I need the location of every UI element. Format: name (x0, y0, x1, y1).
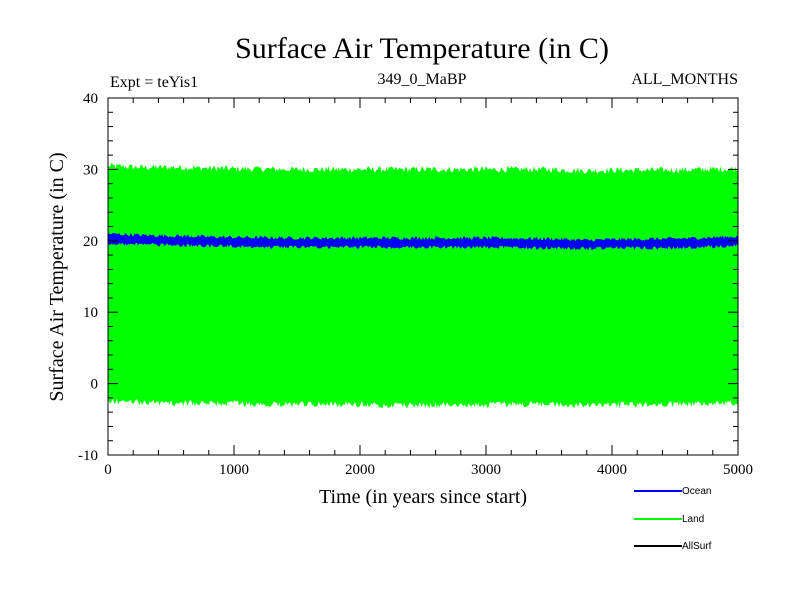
y-tick-label: -10 (78, 448, 98, 464)
period-label: 349_0_MaBP (378, 71, 467, 88)
x-tick-label: 3000 (471, 462, 501, 478)
y-tick-label: 40 (83, 91, 98, 107)
y-tick-label: 20 (83, 234, 98, 250)
chart-title: Surface Air Temperature (in C) (235, 32, 609, 65)
plot-frame (107, 97, 739, 456)
series-land-band (108, 162, 738, 409)
x-axis-label: Time (in years since start) (319, 486, 527, 508)
y-axis-label: Surface Air Temperature (in C) (46, 152, 68, 401)
y-tick-label: 30 (83, 162, 98, 178)
x-tick-label: 4000 (597, 462, 627, 478)
plot-area (107, 97, 739, 456)
legend-item-allsurf: AllSurf (634, 541, 712, 552)
x-tick-label: 5000 (723, 462, 753, 478)
y-tick-label: 10 (83, 305, 98, 321)
legend-label: Ocean (682, 486, 711, 497)
expt-label: Expt = teYis1 (110, 74, 198, 91)
legend-item-land: Land (634, 514, 704, 525)
y-tick-label: 0 (91, 377, 99, 393)
axis-ticks (107, 97, 739, 456)
x-tick-label: 2000 (345, 462, 375, 478)
legend-item-ocean: Ocean (634, 486, 711, 497)
months-label: ALL_MONTHS (631, 71, 738, 88)
tick-labels: 0 1000 2000 3000 4000 5000 -10 0 10 20 30 40 (78, 91, 753, 478)
series-ocean-band (108, 232, 738, 251)
legend-label: AllSurf (682, 541, 712, 552)
x-tick-label: 1000 (219, 462, 249, 478)
legend-label: Land (682, 514, 704, 525)
x-tick-label: 0 (104, 462, 112, 478)
data-bands (108, 162, 738, 409)
legend: Ocean Land AllSurf (634, 486, 712, 552)
